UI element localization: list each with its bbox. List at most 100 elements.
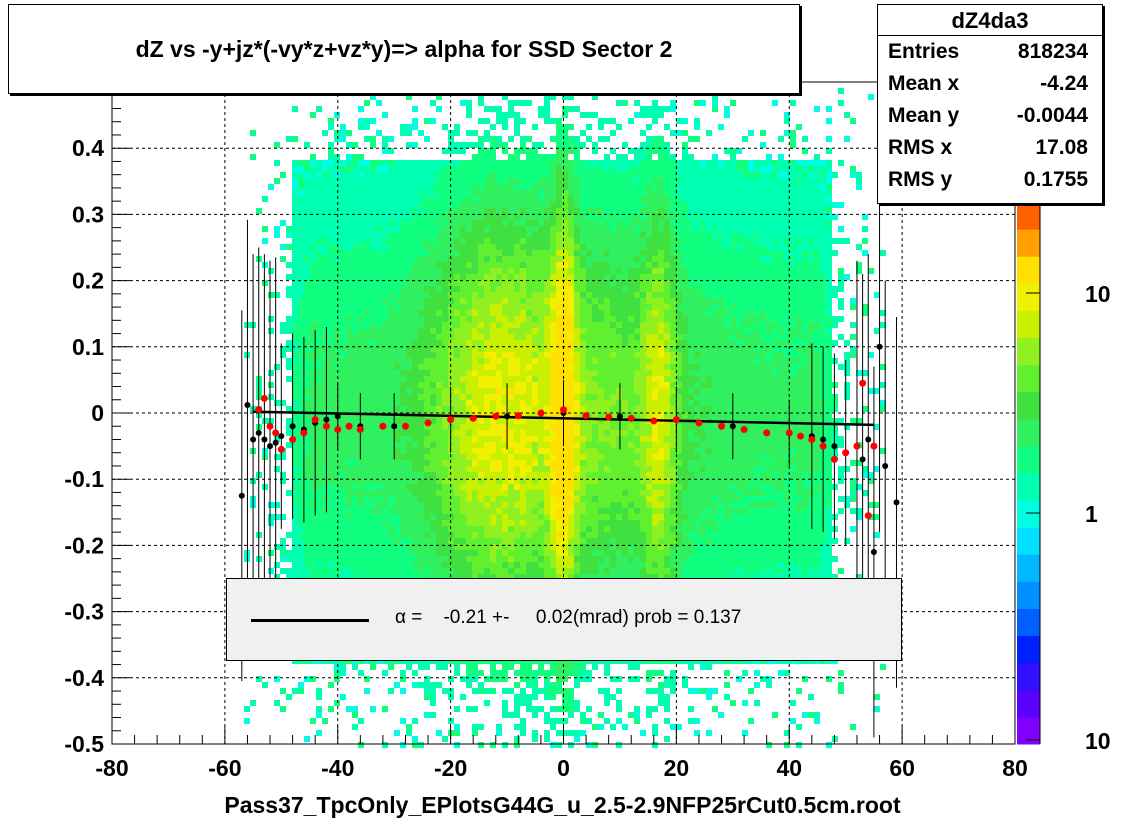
heatmap-cell bbox=[382, 370, 388, 376]
heatmap-cell bbox=[322, 478, 328, 484]
heatmap-cell bbox=[304, 490, 310, 496]
heatmap-cell bbox=[352, 250, 358, 256]
heatmap-cell bbox=[406, 334, 412, 340]
heatmap-cell bbox=[286, 262, 292, 268]
heatmap-cell bbox=[508, 100, 514, 106]
heatmap-cell bbox=[418, 208, 424, 214]
heatmap-cell bbox=[466, 328, 472, 334]
heatmap-cell bbox=[490, 160, 496, 166]
heatmap-cell bbox=[460, 538, 466, 544]
heatmap-cell bbox=[544, 496, 550, 502]
heatmap-cell bbox=[292, 364, 298, 370]
heatmap-cell bbox=[544, 382, 550, 388]
heatmap-cell bbox=[514, 538, 520, 544]
heatmap-cell bbox=[568, 364, 574, 370]
heatmap-cell bbox=[316, 238, 322, 244]
heatmap-cell bbox=[538, 484, 544, 490]
heatmap-cell bbox=[478, 172, 484, 178]
heatmap-cell bbox=[412, 418, 418, 424]
heatmap-cell bbox=[514, 658, 520, 664]
heatmap-cell bbox=[484, 232, 490, 238]
heatmap-cell bbox=[406, 724, 412, 730]
heatmap-cell bbox=[592, 454, 598, 460]
heatmap-cell bbox=[364, 574, 370, 580]
heatmap-cell bbox=[472, 532, 478, 538]
heatmap-cell bbox=[424, 328, 430, 334]
heatmap-cell bbox=[568, 304, 574, 310]
heatmap-cell bbox=[562, 526, 568, 532]
heatmap-cell bbox=[346, 466, 352, 472]
heatmap-cell bbox=[496, 238, 502, 244]
heatmap-cell bbox=[352, 460, 358, 466]
heatmap-cell bbox=[292, 502, 298, 508]
heatmap-cell bbox=[514, 352, 520, 358]
heatmap-cell bbox=[310, 382, 316, 388]
heatmap-cell bbox=[442, 526, 448, 532]
heatmap-cell bbox=[340, 448, 346, 454]
heatmap-cell bbox=[490, 568, 496, 574]
heatmap-cell bbox=[310, 520, 316, 526]
heatmap-cell bbox=[424, 406, 430, 412]
heatmap-cell bbox=[598, 280, 604, 286]
heatmap-cell bbox=[376, 658, 382, 664]
heatmap-cell bbox=[412, 268, 418, 274]
heatmap-cell bbox=[490, 352, 496, 358]
heatmap-cell bbox=[604, 322, 610, 328]
heatmap-cell bbox=[376, 550, 382, 556]
heatmap-cell bbox=[424, 520, 430, 526]
heatmap-cell bbox=[478, 100, 484, 106]
heatmap-cell bbox=[460, 286, 466, 292]
heatmap-cell bbox=[304, 220, 310, 226]
heatmap-cell bbox=[364, 520, 370, 526]
heatmap-cell bbox=[538, 382, 544, 388]
heatmap-cell bbox=[538, 574, 544, 580]
heatmap-cell bbox=[568, 238, 574, 244]
heatmap-cell bbox=[316, 256, 322, 262]
heatmap-cell bbox=[520, 190, 526, 196]
heatmap-cell bbox=[556, 292, 562, 298]
heatmap-cell bbox=[388, 388, 394, 394]
heatmap-cell bbox=[574, 244, 580, 250]
heatmap-cell bbox=[484, 496, 490, 502]
heatmap-cell bbox=[340, 208, 346, 214]
heatmap-cell bbox=[580, 424, 586, 430]
heatmap-cell bbox=[478, 562, 484, 568]
heatmap-cell bbox=[544, 154, 550, 160]
heatmap-cell bbox=[358, 226, 364, 232]
heatmap-cell bbox=[508, 364, 514, 370]
heatmap-cell bbox=[526, 274, 532, 280]
heatmap-cell bbox=[298, 508, 304, 514]
heatmap-cell bbox=[532, 484, 538, 490]
heatmap-cell bbox=[568, 166, 574, 172]
heatmap-cell bbox=[538, 220, 544, 226]
heatmap-cell bbox=[400, 160, 406, 166]
heatmap-cell bbox=[574, 280, 580, 286]
heatmap-cell bbox=[502, 208, 508, 214]
heatmap-cell bbox=[304, 196, 310, 202]
heatmap-cell bbox=[478, 358, 484, 364]
heatmap-cell bbox=[562, 352, 568, 358]
heatmap-cell bbox=[364, 388, 370, 394]
heatmap-cell bbox=[310, 502, 316, 508]
heatmap-cell bbox=[580, 328, 586, 334]
heatmap-cell bbox=[526, 532, 532, 538]
heatmap-cell bbox=[370, 496, 376, 502]
heatmap-cell bbox=[388, 316, 394, 322]
heatmap-cell bbox=[442, 214, 448, 220]
heatmap-cell bbox=[592, 412, 598, 418]
heatmap-cell bbox=[496, 472, 502, 478]
heatmap-cell bbox=[412, 658, 418, 664]
heatmap-cell bbox=[478, 478, 484, 484]
heatmap-cell bbox=[502, 340, 508, 346]
heatmap-cell bbox=[424, 574, 430, 580]
heatmap-cell bbox=[472, 190, 478, 196]
heatmap-cell bbox=[388, 688, 394, 694]
heatmap-cell bbox=[586, 196, 592, 202]
heatmap-cell bbox=[490, 394, 496, 400]
heatmap-cell bbox=[532, 262, 538, 268]
heatmap-cell bbox=[586, 340, 592, 346]
heatmap-cell bbox=[298, 358, 304, 364]
heatmap-cell bbox=[508, 292, 514, 298]
heatmap-cell bbox=[580, 520, 586, 526]
heatmap-cell bbox=[436, 274, 442, 280]
